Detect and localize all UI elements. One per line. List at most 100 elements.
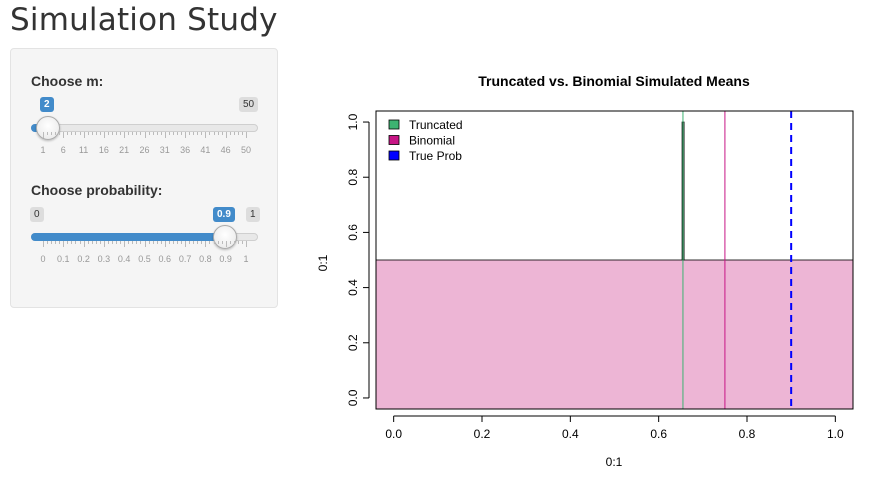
slider-major-tick bbox=[124, 132, 126, 138]
y-tick-label: 0.8 bbox=[346, 169, 360, 186]
y-tick-label: 0.0 bbox=[346, 389, 360, 406]
slider-minor-tick bbox=[128, 241, 130, 244]
slider-minor-tick bbox=[120, 241, 122, 244]
legend-truncated-swatch bbox=[388, 119, 400, 130]
slider-minor-tick bbox=[120, 132, 122, 135]
slider-tick-label: 41 bbox=[200, 145, 211, 155]
slider-minor-tick bbox=[237, 132, 239, 135]
slider-minor-tick bbox=[193, 132, 195, 135]
slider-major-tick bbox=[185, 241, 187, 247]
slider-minor-tick bbox=[172, 241, 174, 244]
slider-minor-tick bbox=[193, 241, 195, 244]
slider-minor-tick bbox=[95, 241, 97, 244]
slider-minor-tick bbox=[67, 132, 69, 135]
slider-minor-tick bbox=[197, 241, 199, 244]
slider-tick-label: 0.2 bbox=[77, 254, 90, 264]
y-tick-label: 0.4 bbox=[346, 279, 360, 296]
slider-tick-label: 0.5 bbox=[138, 254, 151, 264]
slider-major-tick bbox=[83, 241, 85, 247]
slider-tick-label: 46 bbox=[220, 145, 231, 155]
slider-minor-tick bbox=[229, 241, 231, 244]
x-tick-label: 0.6 bbox=[650, 427, 667, 441]
slider-minor-tick bbox=[128, 132, 130, 135]
legend-true-prob-label: True Prob bbox=[409, 149, 462, 163]
slider-tick-label: 0.4 bbox=[117, 254, 131, 264]
slider-major-tick bbox=[63, 241, 65, 247]
slider-major-tick bbox=[164, 241, 166, 247]
slider-minor-tick bbox=[189, 241, 191, 244]
y-tick-label: 0.2 bbox=[346, 334, 360, 351]
slider-minor-tick bbox=[87, 132, 89, 135]
slider-tick-label: 1 bbox=[40, 145, 46, 155]
slider-minor-tick bbox=[229, 132, 231, 135]
slider-minor-tick bbox=[221, 132, 223, 135]
m-slider-handle[interactable] bbox=[36, 116, 60, 140]
slider-minor-tick bbox=[55, 241, 57, 244]
slider-minor-tick bbox=[209, 132, 211, 135]
x-tick-label: 0.4 bbox=[562, 427, 579, 441]
slider-major-tick bbox=[103, 241, 105, 247]
y-tick-label: 0.6 bbox=[346, 224, 360, 241]
slider-major-tick bbox=[225, 132, 227, 138]
prob-slider-value-bubble: 0.9 bbox=[213, 207, 235, 222]
slider-minor-tick bbox=[197, 132, 199, 135]
legend-true-prob-swatch bbox=[388, 150, 400, 161]
slider-minor-tick bbox=[156, 241, 158, 244]
slider-minor-tick bbox=[172, 132, 174, 135]
x-tick-label: 0.0 bbox=[385, 427, 402, 441]
prob-slider-max-bubble: 1 bbox=[246, 207, 260, 222]
slider-major-tick bbox=[185, 132, 187, 138]
slider-minor-tick bbox=[181, 241, 183, 244]
x-tick-label: 1.0 bbox=[827, 427, 844, 441]
slider-minor-tick bbox=[148, 132, 150, 135]
slider-tick-label: 1 bbox=[243, 254, 249, 264]
slider-major-tick bbox=[83, 132, 85, 138]
x-axis-label: 0:1 bbox=[606, 455, 623, 469]
slider-minor-tick bbox=[213, 241, 215, 244]
prob-slider-handle[interactable] bbox=[213, 225, 237, 249]
slider-tick-label: 0 bbox=[40, 254, 46, 264]
slider-minor-tick bbox=[160, 132, 162, 135]
slider-major-tick bbox=[225, 241, 227, 247]
slider-minor-tick bbox=[91, 132, 93, 135]
slider-tick-label: 31 bbox=[159, 145, 170, 155]
slider-minor-tick bbox=[59, 241, 61, 244]
slider-minor-tick bbox=[209, 241, 211, 244]
slider-minor-tick bbox=[201, 241, 203, 244]
slider-minor-tick bbox=[75, 132, 77, 135]
legend-binomial-swatch bbox=[388, 135, 400, 145]
slider-minor-tick bbox=[55, 132, 57, 135]
slider-minor-tick bbox=[71, 241, 73, 244]
m-slider-track[interactable] bbox=[31, 124, 258, 132]
slider-minor-tick bbox=[168, 241, 170, 244]
slider-tick-label: 0.8 bbox=[199, 254, 212, 264]
sidebar-panel: Choose m: 2 50 1 6 11 16 21 26 31 36 41 46 50 Choo… bbox=[10, 48, 278, 308]
slider-minor-tick bbox=[47, 241, 49, 244]
slider-tick-label: 0.3 bbox=[97, 254, 111, 264]
slider-minor-tick bbox=[140, 132, 142, 135]
slider-major-tick bbox=[246, 241, 247, 247]
slider-major-tick bbox=[164, 132, 166, 138]
slider-minor-tick bbox=[132, 132, 134, 135]
slider-minor-tick bbox=[112, 241, 114, 244]
slider-minor-tick bbox=[136, 132, 138, 135]
slider-tick-label: 0.9 bbox=[219, 254, 232, 264]
slider-minor-tick bbox=[51, 132, 53, 135]
slider-minor-tick bbox=[156, 132, 158, 135]
y-tick-label: 1.0 bbox=[346, 113, 360, 130]
x-tick-label: 0.8 bbox=[739, 427, 756, 441]
x-tick-label: 0.2 bbox=[474, 427, 491, 441]
prob-slider-fill bbox=[31, 233, 227, 241]
legend-truncated-label: Truncated bbox=[409, 118, 463, 132]
slider-minor-tick bbox=[51, 241, 53, 244]
slider-tick-label: 0.7 bbox=[178, 254, 192, 264]
slider-minor-tick bbox=[107, 132, 109, 135]
slider-major-tick bbox=[103, 132, 105, 138]
slider-tick-label: 36 bbox=[180, 145, 191, 155]
slider-minor-tick bbox=[99, 132, 101, 135]
slider-minor-tick bbox=[75, 241, 77, 244]
slider-tick-label: 50 bbox=[240, 145, 252, 155]
slider-minor-tick bbox=[91, 241, 93, 244]
slider-minor-tick bbox=[148, 241, 150, 244]
slider-tick-label: 16 bbox=[98, 145, 109, 155]
